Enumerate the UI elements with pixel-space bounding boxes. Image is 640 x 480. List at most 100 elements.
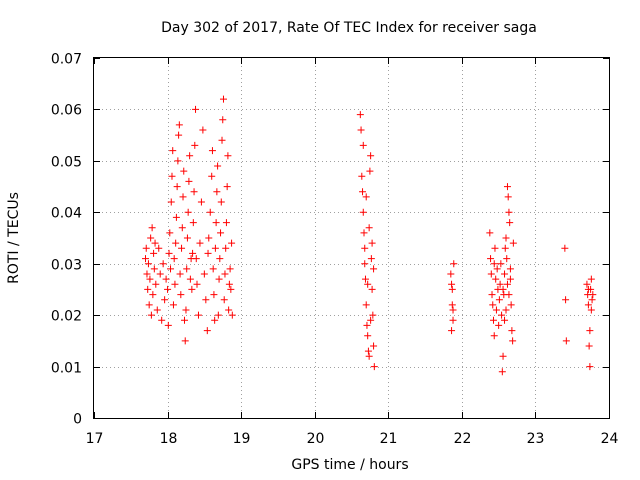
data-point-marker <box>156 270 164 278</box>
data-point-marker <box>360 229 368 237</box>
data-point-marker <box>147 234 155 242</box>
data-point-marker <box>142 244 150 252</box>
data-point-marker <box>211 316 219 324</box>
data-point-marker <box>367 255 375 263</box>
x-tick-label: 22 <box>454 431 472 447</box>
x-tick-label: 18 <box>160 431 178 447</box>
data-point-marker <box>370 342 378 350</box>
data-point-marker <box>214 162 222 170</box>
data-point-marker <box>368 285 376 293</box>
data-point-marker <box>448 285 456 293</box>
data-point-marker <box>171 280 179 288</box>
data-point-marker <box>185 177 193 185</box>
data-point-marker <box>505 291 513 299</box>
data-point-marker <box>496 280 504 288</box>
data-point-marker <box>489 316 497 324</box>
data-point-marker <box>448 327 456 335</box>
y-axis-label: ROTI / TECUs <box>6 192 22 284</box>
data-point-marker <box>188 285 196 293</box>
data-point-marker <box>225 280 233 288</box>
data-point-marker <box>363 321 371 329</box>
data-point-marker <box>173 183 181 191</box>
data-point-marker <box>144 285 152 293</box>
data-point-marker <box>362 301 370 309</box>
y-tick-label: 0.02 <box>51 309 82 325</box>
data-point-marker <box>191 141 199 149</box>
data-point-marker <box>178 224 186 232</box>
data-point-marker <box>370 265 378 273</box>
data-point-marker <box>497 260 505 268</box>
data-point-marker <box>498 368 506 376</box>
data-point-marker <box>186 152 194 160</box>
data-point-marker <box>584 301 592 309</box>
chart-title: Day 302 of 2017, Rate Of TEC Index for r… <box>161 20 537 36</box>
data-point-marker <box>501 316 509 324</box>
data-point-marker <box>228 311 236 319</box>
data-point-marker <box>361 275 369 283</box>
data-point-marker <box>370 363 378 371</box>
data-point-marker <box>211 244 219 252</box>
data-point-marker <box>145 301 153 309</box>
data-point-marker <box>148 224 156 232</box>
data-point-marker <box>367 316 375 324</box>
data-point-marker <box>159 260 167 268</box>
data-point-marker <box>364 347 372 355</box>
data-point-marker <box>169 147 177 155</box>
x-axis-label: GPS time / hours <box>291 457 408 473</box>
data-point-marker <box>506 219 514 227</box>
data-point-marker <box>226 265 234 273</box>
data-point-marker <box>490 260 498 268</box>
data-point-marker <box>217 229 225 237</box>
data-point-marker <box>450 260 458 268</box>
data-point-marker <box>584 285 592 293</box>
data-point-marker <box>498 311 506 319</box>
data-point-marker <box>487 255 495 263</box>
data-point-marker <box>487 270 495 278</box>
data-point-marker <box>502 234 510 242</box>
data-point-marker <box>206 208 214 216</box>
data-point-marker <box>210 291 218 299</box>
data-point-marker <box>368 239 376 247</box>
data-point-marker <box>359 188 367 196</box>
data-point-marker <box>586 327 594 335</box>
data-point-marker <box>493 265 501 273</box>
data-point-marker <box>486 229 494 237</box>
data-point-marker <box>502 306 510 314</box>
data-point-marker <box>192 105 200 113</box>
data-point-marker <box>175 121 183 129</box>
data-point-marker <box>583 280 591 288</box>
data-point-marker <box>587 306 595 314</box>
y-tick-label: 0.05 <box>51 155 82 171</box>
data-point-marker <box>190 188 198 196</box>
data-point-marker <box>495 296 503 304</box>
data-point-marker <box>489 301 497 309</box>
data-point-marker <box>144 260 152 268</box>
data-point-marker <box>194 311 202 319</box>
data-point-marker <box>367 152 375 160</box>
y-tick-label: 0.07 <box>51 52 82 68</box>
data-point-marker <box>359 208 367 216</box>
data-point-marker <box>366 167 374 175</box>
x-tick-label: 24 <box>601 431 619 447</box>
data-point-marker <box>165 249 173 257</box>
data-point-marker <box>149 291 157 299</box>
data-point-marker <box>365 352 373 360</box>
data-point-marker <box>449 306 457 314</box>
x-tick-label: 20 <box>307 431 325 447</box>
data-point-marker <box>169 301 177 309</box>
data-point-marker <box>356 111 364 119</box>
data-point-marker <box>562 337 570 345</box>
data-point-marker <box>509 239 517 247</box>
data-point-marker <box>205 234 213 242</box>
data-point-marker <box>189 219 197 227</box>
data-point-marker <box>490 332 498 340</box>
data-point-marker <box>197 198 205 206</box>
data-point-marker <box>158 316 166 324</box>
data-point-marker <box>142 255 149 263</box>
data-point-marker <box>209 265 217 273</box>
data-point-marker <box>177 291 185 299</box>
data-point-marker <box>182 306 190 314</box>
data-point-marker <box>200 270 208 278</box>
data-point-marker <box>174 157 182 165</box>
